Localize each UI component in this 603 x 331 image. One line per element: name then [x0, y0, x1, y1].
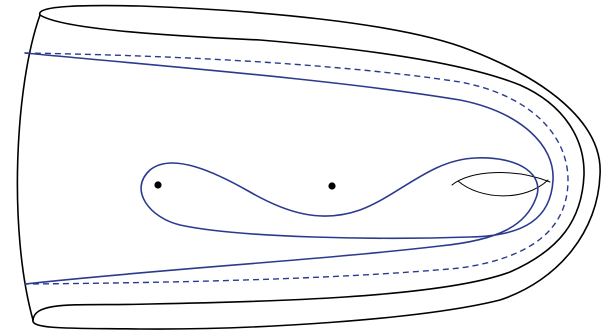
left-boundary-rim — [16, 14, 41, 321]
handle — [451, 172, 551, 197]
outer-shell-path — [32, 4, 601, 330]
surface-outline — [16, 4, 601, 330]
inner-top-rim — [32, 14, 585, 321]
handle-upper-arc — [451, 172, 551, 186]
dashed-curve — [24, 52, 569, 285]
handle-lower-arc — [457, 179, 549, 197]
solid-curve — [24, 52, 554, 285]
marked-point-left — [154, 181, 162, 189]
marked-point-center — [328, 182, 336, 190]
